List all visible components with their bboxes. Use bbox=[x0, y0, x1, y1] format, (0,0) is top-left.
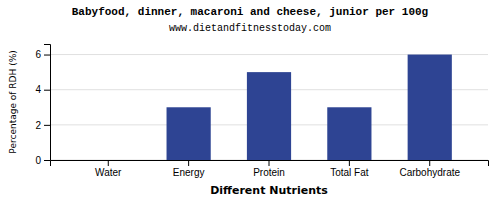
x-axis-line bbox=[51, 161, 489, 167]
x-tick: Carbohydrate bbox=[399, 160, 460, 178]
bar bbox=[86, 160, 130, 161]
x-tick-mark bbox=[108, 160, 109, 166]
subtitle: www.dietandfitnesstoday.com bbox=[169, 23, 331, 34]
x-tick-label: Protein bbox=[253, 167, 285, 178]
x-tick-label: Water bbox=[95, 167, 122, 178]
y-tick: 6 bbox=[35, 49, 50, 60]
bar bbox=[167, 107, 211, 160]
bar bbox=[408, 55, 452, 160]
x-tick-mark bbox=[269, 160, 270, 166]
x-tick-label: Energy bbox=[173, 167, 205, 178]
x-tick-label: Carbohydrate bbox=[399, 167, 460, 178]
y-tick-label: 2 bbox=[35, 120, 41, 131]
plot-area: 0 2 4 6 Water Energy Protein Total Fat Carbohydr… bbox=[8, 45, 489, 198]
x-tick: Water bbox=[95, 160, 122, 178]
y-tick-mark bbox=[44, 55, 50, 56]
x-tick: Total Fat bbox=[330, 160, 369, 178]
y-tick-label: 6 bbox=[35, 49, 41, 60]
chart-container: Babyfood, dinner, macaroni and cheese, j… bbox=[0, 0, 500, 200]
x-axis-title: Different Nutrients bbox=[210, 184, 328, 197]
x-tick-label: Total Fat bbox=[330, 167, 369, 178]
x-axis: Water Energy Protein Total Fat Carbohydrate bbox=[51, 160, 489, 178]
y-axis-line bbox=[44, 45, 51, 161]
bar bbox=[327, 107, 371, 160]
x-tick: Protein bbox=[253, 160, 285, 178]
y-tick: 0 bbox=[35, 155, 50, 166]
title: Babyfood, dinner, macaroni and cheese, j… bbox=[72, 6, 428, 18]
y-tick-label: 0 bbox=[35, 155, 41, 166]
x-tick: Energy bbox=[173, 160, 205, 178]
x-tick-mark bbox=[429, 160, 430, 166]
bars bbox=[167, 55, 452, 160]
y-tick-label: 4 bbox=[35, 84, 41, 95]
y-tick-mark bbox=[44, 90, 50, 91]
x-tick-mark bbox=[188, 160, 189, 166]
y-axis: 0 2 4 6 bbox=[35, 45, 50, 166]
x-tick-mark bbox=[349, 160, 350, 166]
chart: Babyfood, dinner, macaroni and cheese, j… bbox=[0, 0, 500, 200]
y-tick: 2 bbox=[35, 120, 50, 131]
y-tick-mark bbox=[44, 160, 50, 161]
bar bbox=[247, 72, 291, 160]
y-tick: 4 bbox=[35, 84, 50, 95]
y-tick-mark bbox=[44, 125, 50, 126]
grid bbox=[50, 55, 488, 160]
y-axis-title: Percentage of RDH (%) bbox=[8, 50, 18, 153]
